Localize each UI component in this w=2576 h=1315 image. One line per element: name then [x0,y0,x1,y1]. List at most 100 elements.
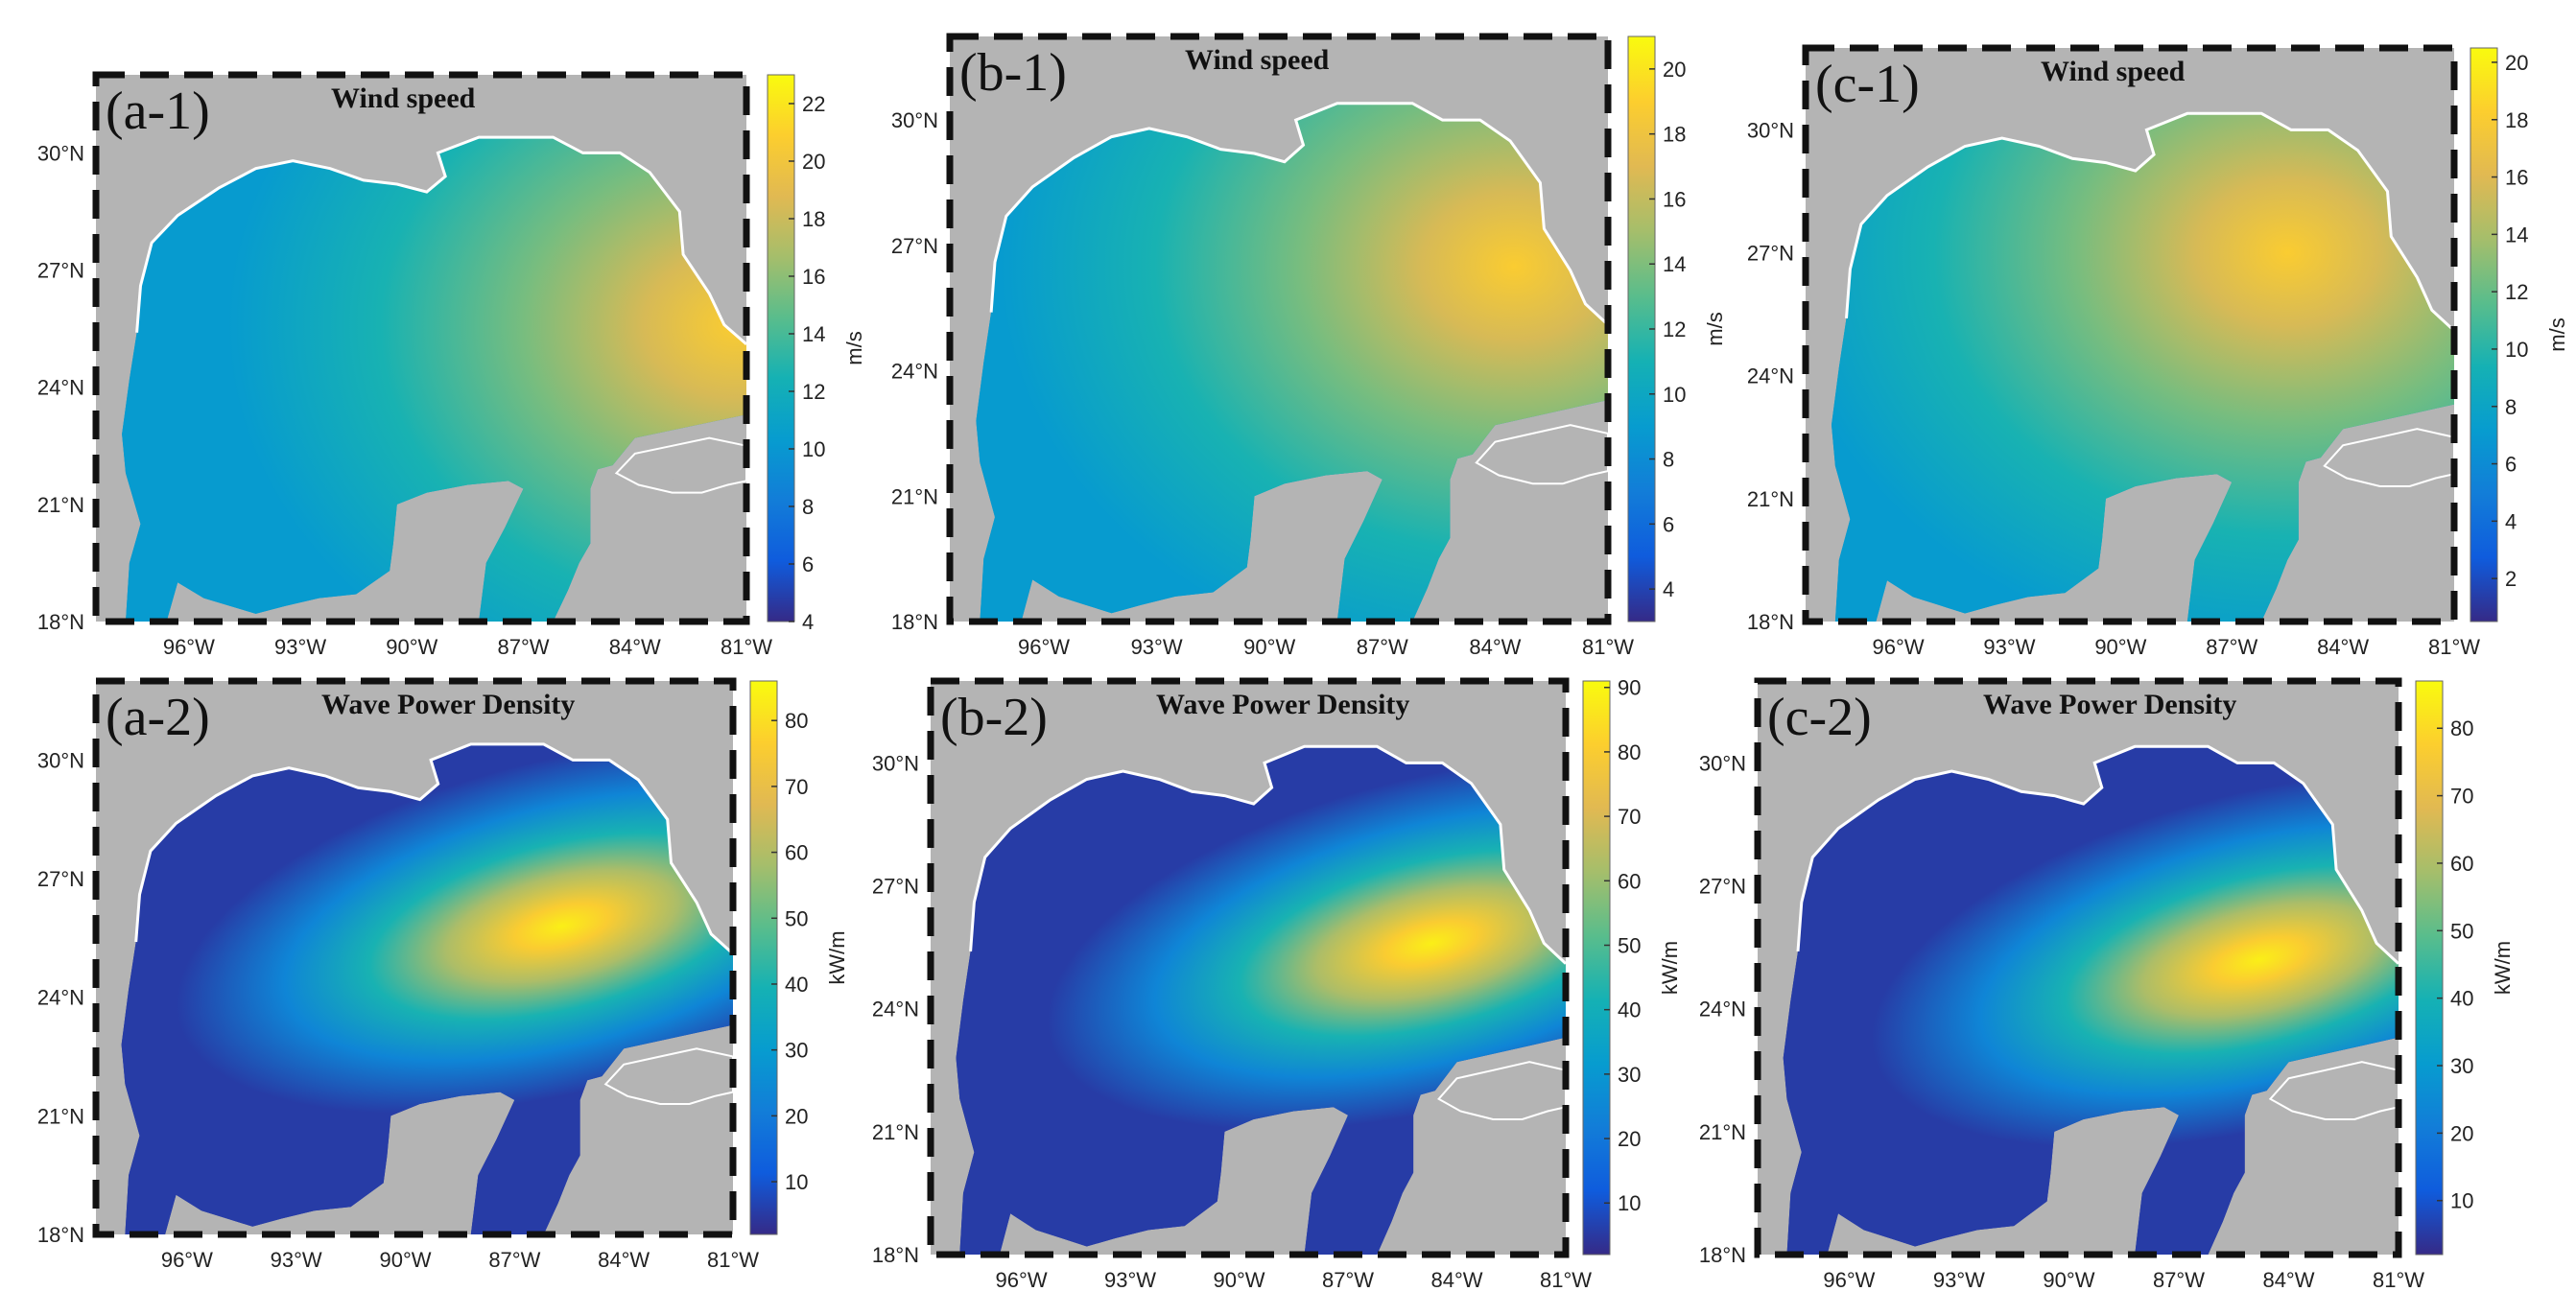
colorbar-tick: 8 [1663,448,1674,472]
lon-tick: 90°W [1214,1268,1265,1292]
frame-b-2 [927,677,1570,1258]
colorbar-tick: 14 [2505,223,2528,247]
panel-title: Wind speed [2041,56,2186,87]
colorbar-tick: 10 [1663,383,1686,407]
coastline-c-2 [1796,744,2400,965]
lat-tick: 30°N [872,751,919,775]
coastline-b-1 [989,102,1610,326]
colorbar-tick: 50 [785,906,808,930]
colorbar-tick: 8 [802,495,814,519]
lat-tick: 18°N [1699,1243,1746,1267]
colorbar-tick: 70 [2450,785,2473,809]
colorbar-tick: 4 [2505,509,2517,533]
colorbar-unit: kW/m [2491,941,2515,995]
panel-label: (a-2) [106,688,210,747]
lat-tick: 24°N [37,986,84,1010]
lat-tick: 21°N [37,1104,84,1128]
colorbar-tick: 20 [2505,51,2528,75]
colorbar-tick: 90 [1618,676,1641,700]
lat-tick: 27°N [37,259,84,283]
colorbar-tick: 12 [2505,280,2528,304]
colorbar-unit: kW/m [1658,941,1682,995]
lat-tick: 21°N [891,484,938,508]
colorbar-b-2 [1582,680,1611,1256]
lat-tick: 27°N [872,875,919,899]
colorbar-tick: 10 [2505,338,2528,362]
colorbar-tick: 40 [2450,987,2473,1011]
colorbar-tick: 20 [1618,1127,1641,1151]
lon-tick: 81°W [2373,1268,2424,1292]
island-cuba-a-2 [603,1047,734,1105]
colorbar-tick: 16 [2505,166,2528,190]
lat-tick: 24°N [891,360,938,384]
colorbar-tick: 2 [2505,567,2517,591]
coastline-a-2 [134,742,735,955]
colorbar-tick: 4 [1663,577,1674,601]
island-small-a-1 [673,470,687,484]
lat-tick: 30°N [891,108,938,132]
lon-tick: 96°W [1873,635,1925,659]
lon-tick: 87°W [1322,1268,1374,1292]
colorbar-c-1 [2470,47,2498,622]
lon-tick: 81°W [707,1248,759,1272]
frame-a-1 [92,71,750,625]
lon-tick: 93°W [1131,635,1183,659]
colorbar-tick: 18 [802,207,825,231]
colorbar-tick: 60 [785,841,808,865]
colorbar-tick: 30 [1618,1063,1641,1087]
frame-b-1 [946,33,1612,625]
lon-tick: 90°W [2094,635,2146,659]
lat-tick: 24°N [1747,364,1794,388]
colorbar-tick: 40 [785,973,808,997]
lon-tick: 93°W [1933,1268,1985,1292]
colorbar-tick: 4 [802,610,814,634]
lon-tick: 93°W [1983,635,2035,659]
island-small-b-2 [1493,1095,1507,1110]
lon-tick: 81°W [1582,635,1634,659]
colorbar-tick: 60 [2450,852,2473,876]
colorbar-tick: 18 [1663,123,1686,147]
colorbar-unit: kW/m [825,930,849,984]
panel-label: (a-1) [106,82,210,141]
colorbar-tick: 16 [1663,187,1686,211]
lon-tick: 93°W [274,635,326,659]
colorbar-tick: 12 [802,380,825,404]
colorbar-tick: 70 [1618,805,1641,829]
lon-tick: 87°W [2153,1268,2205,1292]
colorbar-tick: 6 [1663,512,1674,536]
panel-title: Wave Power Density [1983,689,2236,720]
lat-tick: 21°N [872,1120,919,1144]
colorbar-c-2 [2415,680,2444,1256]
lon-tick: 90°W [1243,635,1295,659]
lon-tick: 96°W [1018,635,1070,659]
colorbar-tick: 22 [802,92,825,116]
frame-a-2 [92,677,737,1238]
colorbar-tick: 60 [1618,869,1641,893]
lat-tick: 30°N [37,748,84,772]
panel-title: Wind speed [331,82,476,114]
colorbar-tick: 6 [2505,453,2517,477]
lon-tick: 84°W [1430,1268,1482,1292]
panel-label: (c-1) [1815,55,1920,114]
colorbar-tick: 40 [1618,998,1641,1022]
lat-tick: 18°N [872,1243,919,1267]
lon-tick: 96°W [163,635,215,659]
lat-tick: 18°N [891,610,938,634]
lon-tick: 96°W [1823,1268,1875,1292]
panel-title: Wind speed [1185,44,1330,76]
lat-tick: 18°N [37,1223,84,1247]
colorbar-a-2 [749,680,778,1235]
lat-tick: 24°N [1699,998,1746,1021]
lat-tick: 24°N [37,376,84,400]
frame-c-1 [1802,44,2458,625]
lon-tick: 81°W [2428,635,2480,659]
colorbar-tick: 12 [1663,317,1686,341]
colorbar-tick: 8 [2505,395,2517,419]
island-small-c-2 [2326,1095,2340,1110]
coastline-c-1 [1845,111,2456,332]
